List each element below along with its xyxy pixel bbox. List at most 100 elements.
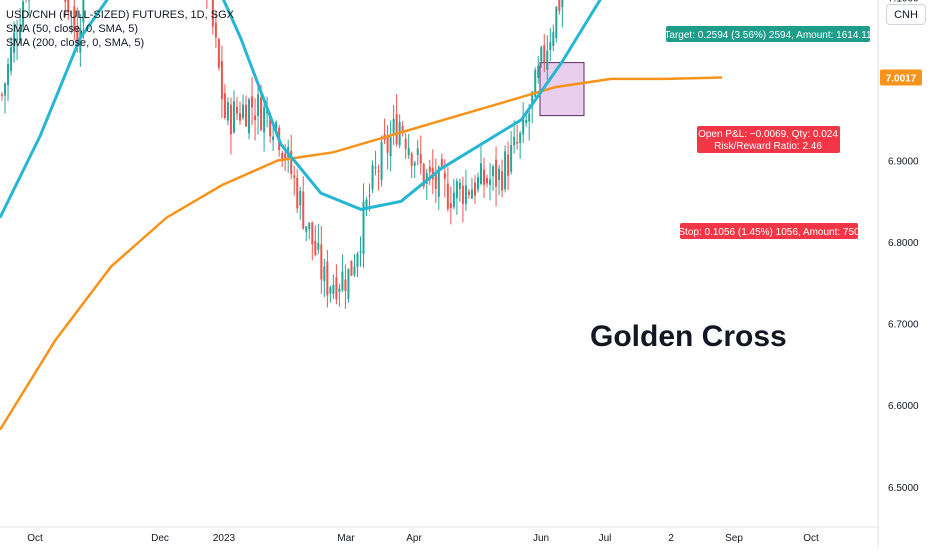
candle-body: [223, 93, 226, 118]
candle-body: [437, 166, 440, 197]
candle-body: [73, 6, 76, 31]
candle-body: [305, 226, 308, 232]
golden-cross-label: Golden Cross: [590, 320, 787, 353]
candle-body: [229, 104, 232, 135]
candle-body: [214, 22, 217, 38]
sma200-price-badge: 7.0017: [886, 74, 917, 85]
sma50-line: [0, 0, 602, 219]
candle-body: [537, 65, 540, 78]
candle-body: [476, 177, 479, 190]
candle-body: [486, 178, 489, 184]
x-tick-label: 2023: [213, 533, 236, 544]
candle-body: [82, 0, 85, 23]
candle-body: [498, 168, 501, 180]
candle-body: [513, 136, 516, 145]
candle-body: [320, 244, 323, 280]
candle-body: [226, 102, 229, 121]
candle-body: [232, 101, 235, 133]
candle-body: [217, 39, 220, 68]
y-tick-label: 6.7000: [888, 320, 919, 331]
candle-body: [308, 222, 311, 230]
candle-body: [443, 172, 446, 179]
candle-body: [549, 41, 552, 51]
candle-body: [377, 171, 380, 173]
candle-body: [425, 172, 428, 184]
pnl-label-box: [697, 126, 840, 153]
candle-body: [440, 159, 443, 170]
candle-body: [10, 47, 13, 71]
x-tick-label: Oct: [27, 533, 43, 544]
target-label-box: [666, 26, 870, 42]
candle-body: [561, 0, 564, 8]
candle-body: [428, 166, 431, 172]
candle-body: [386, 136, 389, 153]
x-tick-label: Dec: [151, 533, 169, 544]
y-tick-label: 6.6000: [888, 401, 919, 412]
candle-body: [525, 119, 528, 124]
candle-body: [317, 242, 320, 250]
candle-body: [257, 94, 260, 117]
candle-body: [552, 32, 555, 47]
y-tick-label: 7.1000: [888, 0, 919, 4]
candle-body: [211, 0, 214, 27]
candle-body: [13, 32, 16, 53]
candle-body: [353, 266, 356, 275]
candle-body: [323, 266, 326, 282]
x-tick-label: Sep: [725, 533, 743, 544]
candle-body: [1, 94, 3, 96]
x-tick-label: Apr: [406, 533, 422, 544]
candle-body: [76, 25, 79, 48]
candle-body: [401, 125, 404, 134]
candle-body: [359, 250, 362, 253]
sma200-price-badge-box: [880, 69, 922, 86]
candle-body: [272, 136, 275, 141]
candle-body: [242, 104, 245, 119]
candle-body: [275, 121, 278, 130]
candle-body: [434, 173, 437, 189]
stop-label-box: [680, 223, 858, 239]
candle-body: [269, 114, 272, 137]
candle-body: [28, 0, 31, 1]
candle-body: [404, 138, 407, 149]
candle-body: [522, 119, 525, 135]
candle-body: [365, 199, 368, 210]
legend-sma200: SMA (200, close, 0, SMA, 5): [6, 37, 145, 49]
candle-body: [362, 201, 365, 255]
candle-body: [235, 106, 238, 114]
x-tick-label: Jul: [599, 533, 612, 544]
candle-body: [546, 50, 549, 70]
candle-body: [413, 162, 416, 166]
candle-body: [461, 185, 464, 205]
candle-body: [251, 96, 254, 108]
candle-body: [492, 166, 495, 177]
candle-body: [284, 153, 287, 161]
x-tick-label: Jun: [533, 533, 549, 544]
candle-body: [540, 47, 543, 62]
candle-body: [531, 91, 534, 107]
currency-button[interactable]: CNH: [886, 4, 926, 25]
candle-body: [350, 260, 353, 276]
candle-body: [293, 175, 296, 178]
candle-body: [347, 268, 350, 300]
candle-body: [356, 253, 359, 268]
candle-body: [407, 147, 410, 156]
target-label: Target: 0.2594 (3.56%) 2594, Amount: 161…: [664, 30, 872, 41]
stop-label: Stop: 0.1056 (1.45%) 1056, Amount: 750: [678, 227, 860, 238]
candle-body: [483, 169, 486, 185]
candle-body: [338, 288, 341, 292]
x-tick-label: Mar: [337, 533, 355, 544]
legend-sma50: SMA (50, close, 0, SMA, 5): [6, 23, 139, 35]
candle-body: [238, 113, 241, 121]
candle-body: [67, 0, 70, 13]
candle-body: [380, 141, 383, 180]
candle-body: [516, 141, 519, 144]
candle-body: [416, 148, 419, 155]
pnl-label-line2: Risk/Reward Ratio: 2.46: [714, 141, 822, 152]
candle-body: [495, 159, 498, 187]
candle-body: [534, 69, 537, 97]
candle-body: [290, 150, 293, 175]
candle-body: [281, 152, 284, 159]
y-tick-label: 6.8000: [888, 238, 919, 249]
